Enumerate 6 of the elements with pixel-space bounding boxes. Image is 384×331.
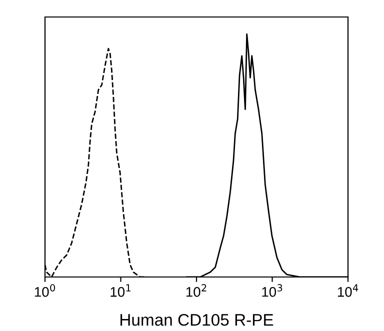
x-tick-label: 10$^{0}$ [34,284,56,297]
x-tick-label: 10$^{2}$ [186,284,206,297]
x-tick-label: 10$^{4}$ [338,284,358,297]
x-tick-label: 10$^{3}$ [262,284,282,297]
x-axis-title: Human CD105 R-PE [120,314,274,326]
x-tick-label: 10$^{1}$ [110,284,131,297]
